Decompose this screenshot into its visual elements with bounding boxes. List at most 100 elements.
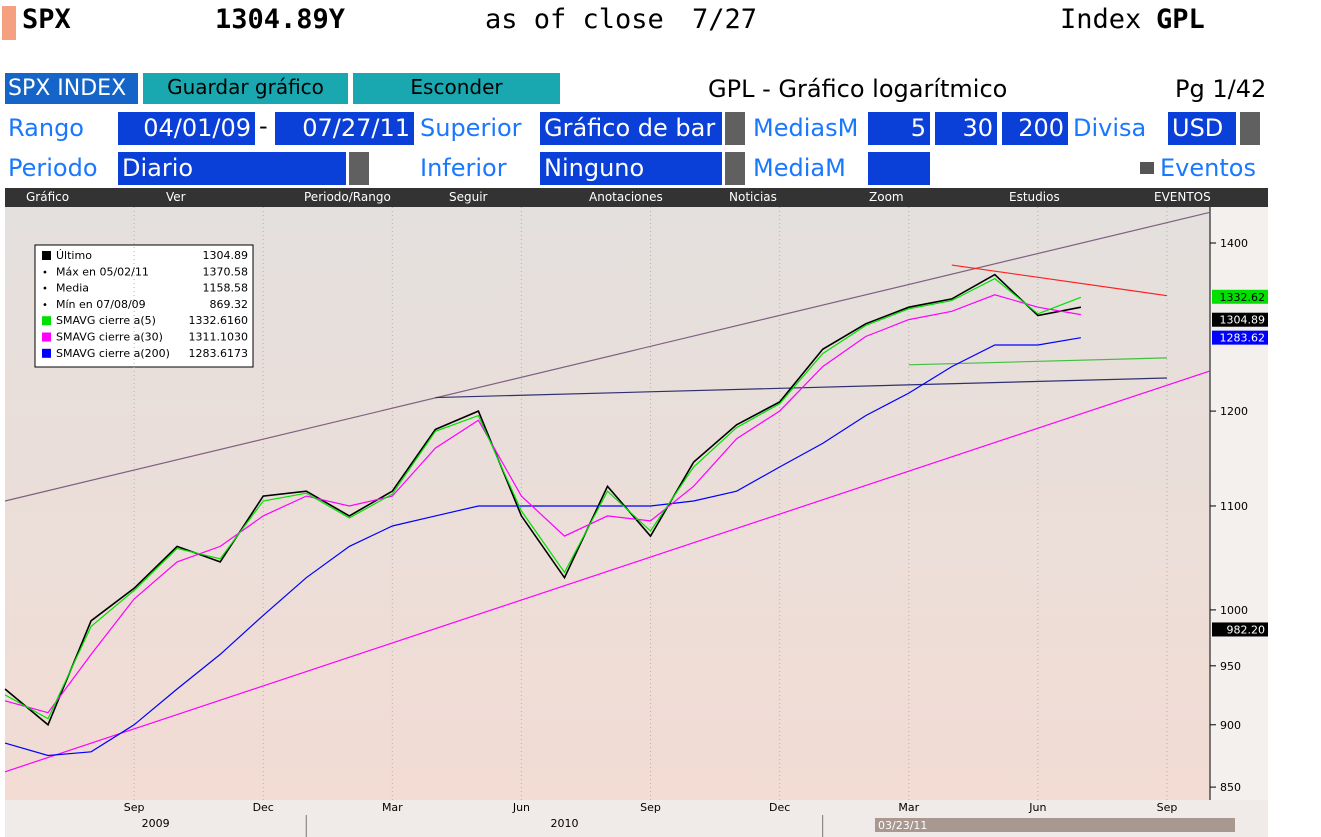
events-icon[interactable] — [1140, 162, 1154, 174]
trendline — [435, 377, 1167, 399]
range-label: Rango — [8, 114, 84, 142]
menu-item[interactable]: Anotaciones — [589, 190, 663, 204]
toolbar-title: GPL - Gráfico logarítmico — [708, 75, 1008, 103]
value-tag — [1212, 289, 1268, 304]
ma-input[interactable]: 5 — [868, 112, 930, 145]
dash: - — [259, 112, 268, 140]
marker — [2, 6, 16, 40]
y-tick-label: 1000 — [1220, 604, 1248, 617]
x-tick-label: Mar — [898, 801, 919, 814]
menu-item[interactable]: Ver — [166, 190, 186, 204]
ma2-label: MediaM — [753, 154, 846, 182]
menu-item[interactable]: EVENTOS — [1154, 190, 1211, 204]
legend-swatch — [42, 332, 51, 342]
ma2-input[interactable] — [868, 152, 930, 185]
legend-symbol: • — [42, 267, 48, 278]
menu-item[interactable]: Estudios — [1009, 190, 1060, 204]
y-tick-label: 1100 — [1220, 500, 1248, 513]
value-tag — [1212, 622, 1268, 637]
scrollbar — [875, 818, 1235, 832]
value-tag — [1212, 330, 1268, 345]
legend-stat: Mín en 07/08/09 — [56, 298, 146, 311]
period[interactable]: Diario — [118, 152, 346, 185]
legend-stat: Media — [56, 282, 89, 295]
upper-select[interactable]: Gráfico de bar — [540, 112, 722, 145]
legend-label: SMAVG cierre a(30) — [56, 331, 163, 344]
lower-select[interactable]: Ninguno — [540, 152, 722, 185]
legend-symbol: • — [42, 284, 48, 295]
value-tag-label: 1332.62 — [1220, 291, 1266, 304]
start-date[interactable]: 04/01/09 — [118, 112, 255, 145]
menu-item[interactable]: Noticias — [729, 190, 777, 204]
series-line — [4, 337, 1082, 757]
legend-swatch — [42, 251, 51, 260]
trendline — [4, 211, 1211, 502]
dropdown[interactable] — [725, 152, 745, 185]
dropdown[interactable] — [349, 152, 369, 185]
trendline — [951, 264, 1168, 297]
x-tick-label: Sep — [1157, 801, 1178, 814]
legend-label: SMAVG cierre a(200) — [56, 347, 170, 360]
security[interactable]: SPX INDEX — [5, 73, 138, 104]
index: Index — [1060, 4, 1142, 35]
trendline — [4, 370, 1211, 773]
x-tick-label: Jun — [1028, 801, 1046, 814]
page-number: Pg 1/42 — [1175, 75, 1267, 103]
value-tag-label: 982.20 — [1227, 623, 1266, 636]
date: 7/27 — [692, 4, 758, 35]
legend-symbol: • — [42, 300, 48, 311]
value-tag-label: 1304.89 — [1220, 314, 1266, 327]
legend-stat: Máx en 05/02/11 — [56, 265, 149, 278]
currency[interactable]: USD — [1168, 112, 1236, 145]
legend-swatch — [42, 316, 51, 326]
gpl: GPL — [1156, 4, 1205, 35]
menu-item[interactable]: Seguir — [449, 190, 488, 204]
legend-value: 1283.6173 — [189, 347, 249, 360]
menu-item[interactable]: Zoom — [869, 190, 904, 204]
legend-label: SMAVG cierre a(5) — [56, 314, 156, 327]
series-line — [4, 277, 1082, 720]
y-tick-label: 950 — [1220, 660, 1241, 673]
value-tag-label: 1283.62 — [1220, 332, 1266, 345]
year-label: 2010 — [550, 817, 578, 830]
menu-item[interactable]: Gráfico — [26, 190, 70, 204]
y-tick-label: 1400 — [1220, 237, 1248, 250]
lower-label: Inferior — [420, 154, 507, 182]
value-tag — [1212, 312, 1268, 327]
legend-value: 1311.1030 — [189, 331, 249, 344]
x-tick-label: Dec — [253, 801, 274, 814]
legend-value: 1370.58 — [203, 265, 249, 278]
y-tick-label: 900 — [1220, 719, 1241, 732]
dropdown[interactable] — [1240, 112, 1260, 145]
save-button[interactable]: Guardar gráfico — [143, 73, 348, 104]
upper-label: Superior — [420, 114, 522, 142]
trendline — [908, 357, 1167, 366]
period-label: Periodo — [8, 154, 98, 182]
x-tick-label: Sep — [640, 801, 661, 814]
end-date[interactable]: 07/27/11 — [275, 112, 414, 145]
as-of: as of close — [485, 4, 664, 35]
legend-value: 1332.6160 — [189, 314, 249, 327]
legend-swatch — [42, 348, 51, 358]
x-tick-label: Mar — [382, 801, 403, 814]
legend-value: 869.32 — [210, 298, 249, 311]
year-label: 2009 — [142, 817, 170, 830]
menu-bar — [5, 188, 1268, 207]
menu-item[interactable]: Periodo/Rango — [304, 190, 391, 204]
currency-label: Divisa — [1073, 114, 1147, 142]
series-line — [4, 294, 1082, 714]
dropdown[interactable] — [725, 112, 745, 145]
y-axis-area — [1210, 207, 1268, 800]
scroll-label: 03/23/11 — [878, 819, 927, 832]
legend — [34, 244, 254, 368]
ma-input[interactable]: 200 — [1002, 112, 1068, 145]
hide-button[interactable]: Esconder — [353, 73, 560, 104]
legend-value: 1158.58 — [203, 282, 249, 295]
ma-input[interactable]: 30 — [935, 112, 997, 145]
x-tick-label: Dec — [769, 801, 790, 814]
series-line — [4, 273, 1082, 727]
ma-label: MediasM — [753, 114, 859, 142]
events-label[interactable]: Eventos — [1160, 154, 1256, 182]
